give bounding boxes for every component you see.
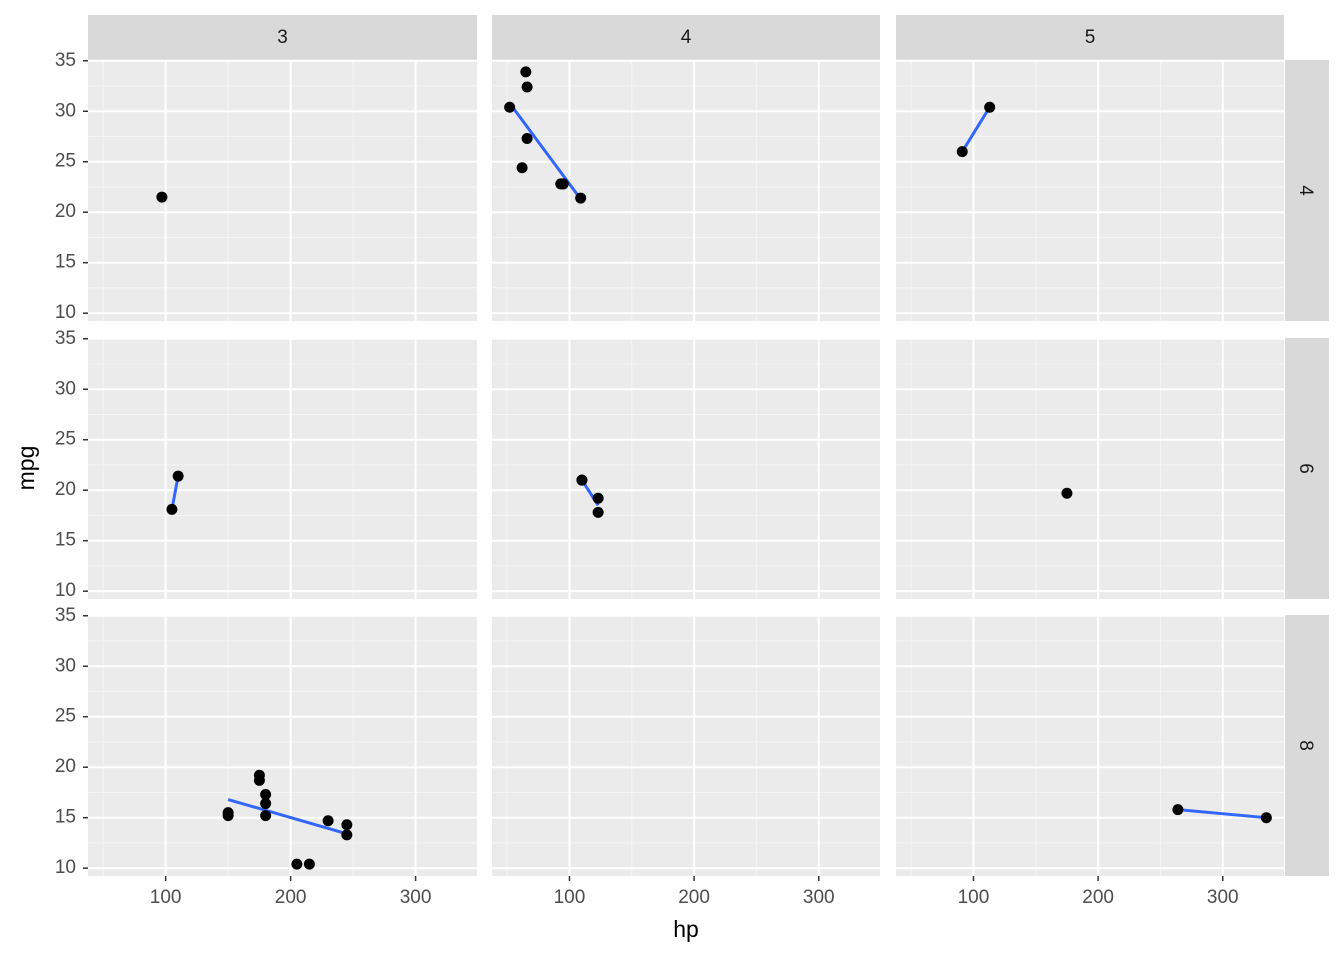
panel-bg	[88, 60, 477, 321]
panel-bg	[896, 615, 1284, 876]
strip-bg	[1285, 60, 1329, 321]
strip-bg	[88, 15, 477, 60]
fit-line	[227, 798, 348, 836]
x-tick-label: 300	[1207, 887, 1239, 908]
panel-bg	[88, 338, 477, 599]
point	[521, 133, 533, 145]
point	[322, 815, 334, 827]
x-axis-title: hp	[673, 916, 699, 942]
point	[557, 178, 569, 190]
point	[1172, 804, 1184, 816]
point	[222, 810, 234, 822]
point	[166, 503, 178, 515]
y-tick-label: 35	[55, 605, 76, 626]
x-tick-label: 100	[150, 887, 182, 908]
panel-bg	[492, 60, 880, 321]
panel-bg	[896, 338, 1284, 599]
point	[341, 819, 353, 831]
panel-bg	[896, 60, 1284, 321]
x-tick-label: 100	[958, 887, 990, 908]
x-tick-label: 200	[1082, 887, 1114, 908]
y-tick-label: 35	[55, 50, 76, 71]
fit-line	[508, 102, 582, 200]
y-tick-label: 10	[55, 857, 76, 878]
strip-bg	[896, 15, 1284, 60]
x-tick-label: 300	[400, 887, 432, 908]
point	[1061, 487, 1073, 499]
strip-label: 4	[681, 27, 692, 48]
fit-line	[960, 106, 991, 153]
point	[172, 470, 184, 482]
strip-label: 6	[1295, 463, 1316, 474]
strip-label: 3	[277, 27, 288, 48]
fit-line	[1177, 808, 1267, 820]
y-tick-label: 20	[55, 756, 76, 777]
y-tick-label: 15	[55, 252, 76, 273]
strip-bg	[1285, 615, 1329, 876]
point	[516, 162, 528, 174]
strip-bg	[1285, 338, 1329, 599]
point	[984, 101, 996, 113]
point	[1260, 812, 1272, 824]
point	[291, 858, 303, 870]
strip-label: 5	[1085, 27, 1096, 48]
y-tick-label: 15	[55, 807, 76, 828]
y-tick-label: 30	[55, 655, 76, 676]
strip-label: 4	[1295, 185, 1316, 196]
point	[956, 146, 968, 158]
x-tick-label: 100	[554, 887, 586, 908]
point	[575, 192, 587, 204]
x-tick-label: 200	[275, 887, 307, 908]
point	[592, 506, 604, 518]
x-tick-label: 200	[678, 887, 710, 908]
y-tick-label: 30	[55, 378, 76, 399]
point	[521, 81, 533, 93]
point	[260, 810, 272, 822]
y-tick-label: 20	[55, 479, 76, 500]
point	[260, 788, 272, 800]
y-tick-label: 25	[55, 429, 76, 450]
y-tick-label: 30	[55, 100, 76, 121]
point	[156, 191, 168, 203]
point	[253, 769, 265, 781]
y-tick-label: 10	[55, 302, 76, 323]
x-tick-label: 300	[803, 887, 835, 908]
y-tick-label: 35	[55, 328, 76, 349]
y-tick-label: 20	[55, 201, 76, 222]
y-tick-label: 25	[55, 706, 76, 727]
strip-bg	[492, 15, 880, 60]
point	[520, 66, 532, 78]
strip-label: 8	[1295, 740, 1316, 751]
y-axis-title: mpg	[13, 446, 39, 491]
panel-bg	[492, 338, 880, 599]
fit-line	[170, 475, 180, 510]
point	[341, 829, 353, 841]
y-tick-label: 15	[55, 530, 76, 551]
point	[303, 858, 315, 870]
panel-bg	[492, 615, 880, 876]
y-tick-label: 10	[55, 580, 76, 601]
point	[576, 474, 588, 486]
y-tick-label: 25	[55, 151, 76, 172]
point	[260, 798, 272, 810]
point	[592, 492, 604, 504]
point	[504, 101, 516, 113]
panel-bg	[88, 615, 477, 876]
